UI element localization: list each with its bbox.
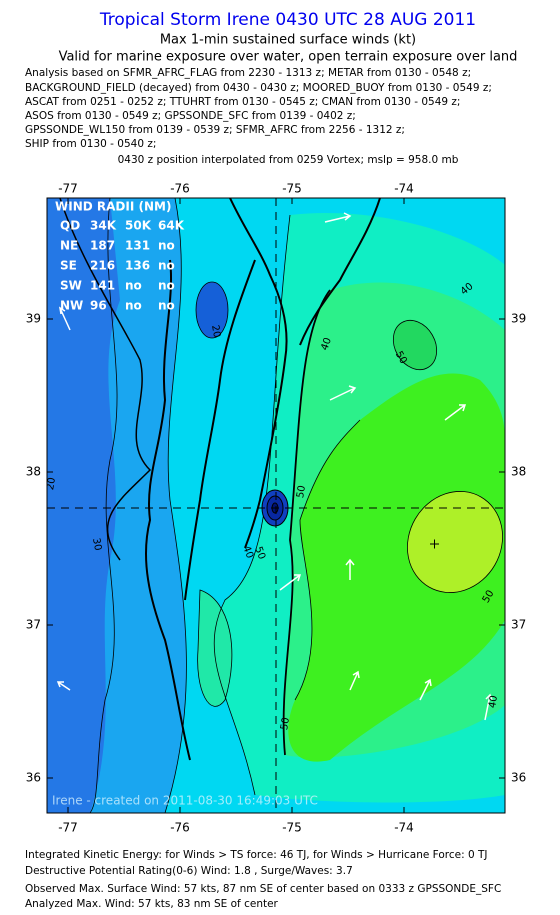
lon-tick-label: -74 bbox=[394, 182, 414, 196]
contour-label: 50 bbox=[252, 545, 267, 561]
contour-label: 20 bbox=[45, 477, 58, 491]
contour-label: 30 bbox=[90, 537, 103, 551]
contour-label: 20 bbox=[209, 324, 222, 338]
map-frame bbox=[46, 197, 506, 814]
lon-tick-label: -74 bbox=[394, 821, 414, 835]
contour-label: 40 bbox=[319, 336, 334, 352]
wind-radii-header: 64K bbox=[158, 219, 185, 233]
position-note: 0430 z position interpolated from 0259 V… bbox=[118, 154, 459, 166]
wind-radii-cell: no bbox=[158, 259, 175, 273]
lon-tick-label: -77 bbox=[58, 182, 78, 196]
lat-tick-label: 37 bbox=[511, 618, 526, 632]
source-line: ASOS from 0130 - 0549 z; GPSSONDE_SFC fr… bbox=[25, 110, 356, 122]
contour-label: 40 bbox=[240, 544, 255, 560]
wind-radii-cell: SW bbox=[60, 279, 82, 293]
wind-radii-cell: 96 bbox=[90, 299, 107, 313]
wind-radii-cell: 216 bbox=[90, 259, 115, 273]
wind-radii-table: WIND RADII (NM) QD 34K 50K 64K NE 187 131 no SE 2… bbox=[55, 200, 185, 313]
footer-line: Integrated Kinetic Energy: for Winds > T… bbox=[25, 849, 487, 861]
wind-radii-cell: no bbox=[158, 299, 175, 313]
source-line: SHIP from 0130 - 0540 z; bbox=[25, 138, 156, 150]
wind-radii-cell: SE bbox=[60, 259, 77, 273]
lat-tick-label: 37 bbox=[26, 618, 41, 632]
wind-radii-header: 50K bbox=[125, 219, 152, 233]
lat-tick-label: 39 bbox=[26, 312, 41, 326]
source-line: Analysis based on SFMR_AFRC_FLAG from 22… bbox=[25, 67, 471, 79]
wind-radii-cell: no bbox=[125, 299, 142, 313]
source-line: ASCAT from 0251 - 0252 z; TTUHRT from 01… bbox=[25, 96, 460, 108]
lon-tick-label: -75 bbox=[282, 182, 302, 196]
lat-tick-label: 36 bbox=[511, 771, 526, 785]
wind-radii-cell: 141 bbox=[90, 279, 115, 293]
lon-tick-label: -76 bbox=[170, 182, 190, 196]
wind-radii-cell: NE bbox=[60, 239, 78, 253]
wind-radii-cell: 136 bbox=[125, 259, 150, 273]
source-line: GPSSONDE_WL150 from 0139 - 0539 z; SFMR_… bbox=[25, 124, 405, 136]
wind-radii-cell: NW bbox=[60, 299, 83, 313]
title: Tropical Storm Irene 0430 UTC 28 AUG 201… bbox=[99, 10, 476, 30]
footer-line: Analyzed Max. Wind: 57 kts, 83 nm SE of … bbox=[25, 898, 279, 910]
footer-line: Observed Max. Surface Wind: 57 kts, 87 n… bbox=[25, 883, 501, 895]
wind-radii-cell: 187 bbox=[90, 239, 115, 253]
subtitle: Max 1-min sustained surface winds (kt) bbox=[160, 33, 416, 48]
watermark: Irene - created on 2011-08-30 16:49:03 U… bbox=[52, 794, 318, 808]
contour-label: 40 bbox=[487, 695, 500, 709]
lat-tick-label: 38 bbox=[511, 465, 526, 479]
contour-label: 50 bbox=[279, 717, 292, 731]
lat-tick-label: 39 bbox=[511, 312, 526, 326]
lat-tick-label: 38 bbox=[26, 465, 41, 479]
wind-radii-title: WIND RADII (NM) bbox=[55, 200, 171, 214]
wind-radii-header: QD bbox=[60, 219, 80, 233]
wind-radii-cell: no bbox=[125, 279, 142, 293]
contour-label: 50 bbox=[295, 485, 308, 499]
lon-tick-label: -75 bbox=[282, 821, 302, 835]
lat-tick-label: 36 bbox=[26, 771, 41, 785]
wind-radii-cell: no bbox=[158, 239, 175, 253]
lon-tick-label: -77 bbox=[58, 821, 78, 835]
validity: Valid for marine exposure over water, op… bbox=[59, 50, 518, 65]
source-line: BACKGROUND_FIELD (decayed) from 0430 - 0… bbox=[25, 82, 492, 94]
wind-field: Irene - created on 2011-08-30 16:49:03 U… bbox=[45, 198, 505, 813]
lon-tick-label: -76 bbox=[170, 821, 190, 835]
wind-radii-header: 34K bbox=[90, 219, 117, 233]
wind-radii-cell: 131 bbox=[125, 239, 150, 253]
footer-line: Destructive Potential Rating(0-6) Wind: … bbox=[25, 865, 353, 877]
wind-radii-cell: no bbox=[158, 279, 175, 293]
